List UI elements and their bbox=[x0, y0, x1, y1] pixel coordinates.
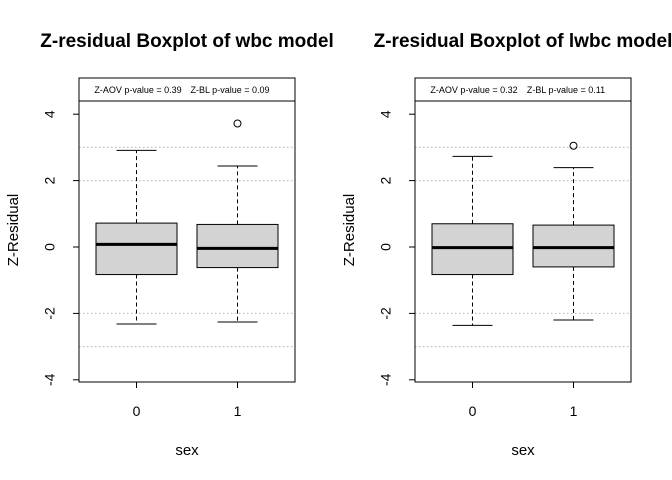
annotation-text: Z-AOV p-value = 0.32 bbox=[430, 85, 517, 95]
x-axis-label: sex bbox=[511, 442, 535, 459]
y-tick-label: 4 bbox=[42, 110, 58, 118]
chart-title: Z-residual Boxplot of lwbc model bbox=[374, 31, 672, 52]
outlier-point bbox=[233, 119, 242, 128]
box-iqr bbox=[532, 224, 615, 268]
annotation-text: Z-BL p-value = 0.09 bbox=[191, 85, 270, 95]
y-tick-label: -2 bbox=[42, 307, 58, 320]
x-tick-label: 0 bbox=[469, 403, 477, 419]
plot-frame bbox=[414, 77, 632, 383]
x-tick-label: 1 bbox=[570, 403, 578, 419]
box-iqr bbox=[95, 222, 178, 276]
annotation-text: Z-AOV p-value = 0.39 bbox=[94, 85, 181, 95]
y-tick-label: 0 bbox=[42, 243, 58, 251]
x-tick-label: 0 bbox=[133, 403, 141, 419]
plot-frame bbox=[78, 77, 296, 383]
y-axis-label: Z-Residual bbox=[341, 194, 358, 267]
boxplot-panel-1: Z-residual Boxplot of wbc model Z-AOV p-v… bbox=[5, 31, 334, 459]
y-tick-label: -4 bbox=[42, 373, 58, 386]
y-tick-label: 0 bbox=[378, 243, 394, 251]
y-tick-label: 2 bbox=[42, 176, 58, 184]
chart-title: Z-residual Boxplot of wbc model bbox=[40, 31, 333, 52]
x-axis-label: sex bbox=[175, 442, 199, 459]
annotation-text: Z-BL p-value = 0.11 bbox=[527, 85, 605, 95]
y-tick-label: 2 bbox=[378, 176, 394, 184]
y-axis-label: Z-Residual bbox=[5, 194, 22, 267]
y-tick-label: -4 bbox=[378, 373, 394, 386]
y-tick-label: -2 bbox=[378, 307, 394, 320]
y-tick-label: 4 bbox=[378, 110, 394, 118]
boxplot-panel-2: Z-residual Boxplot of lwbc model Z-AOV p-… bbox=[341, 31, 672, 459]
box-iqr bbox=[196, 223, 279, 269]
x-tick-label: 1 bbox=[234, 403, 242, 419]
outlier-point bbox=[569, 141, 578, 150]
